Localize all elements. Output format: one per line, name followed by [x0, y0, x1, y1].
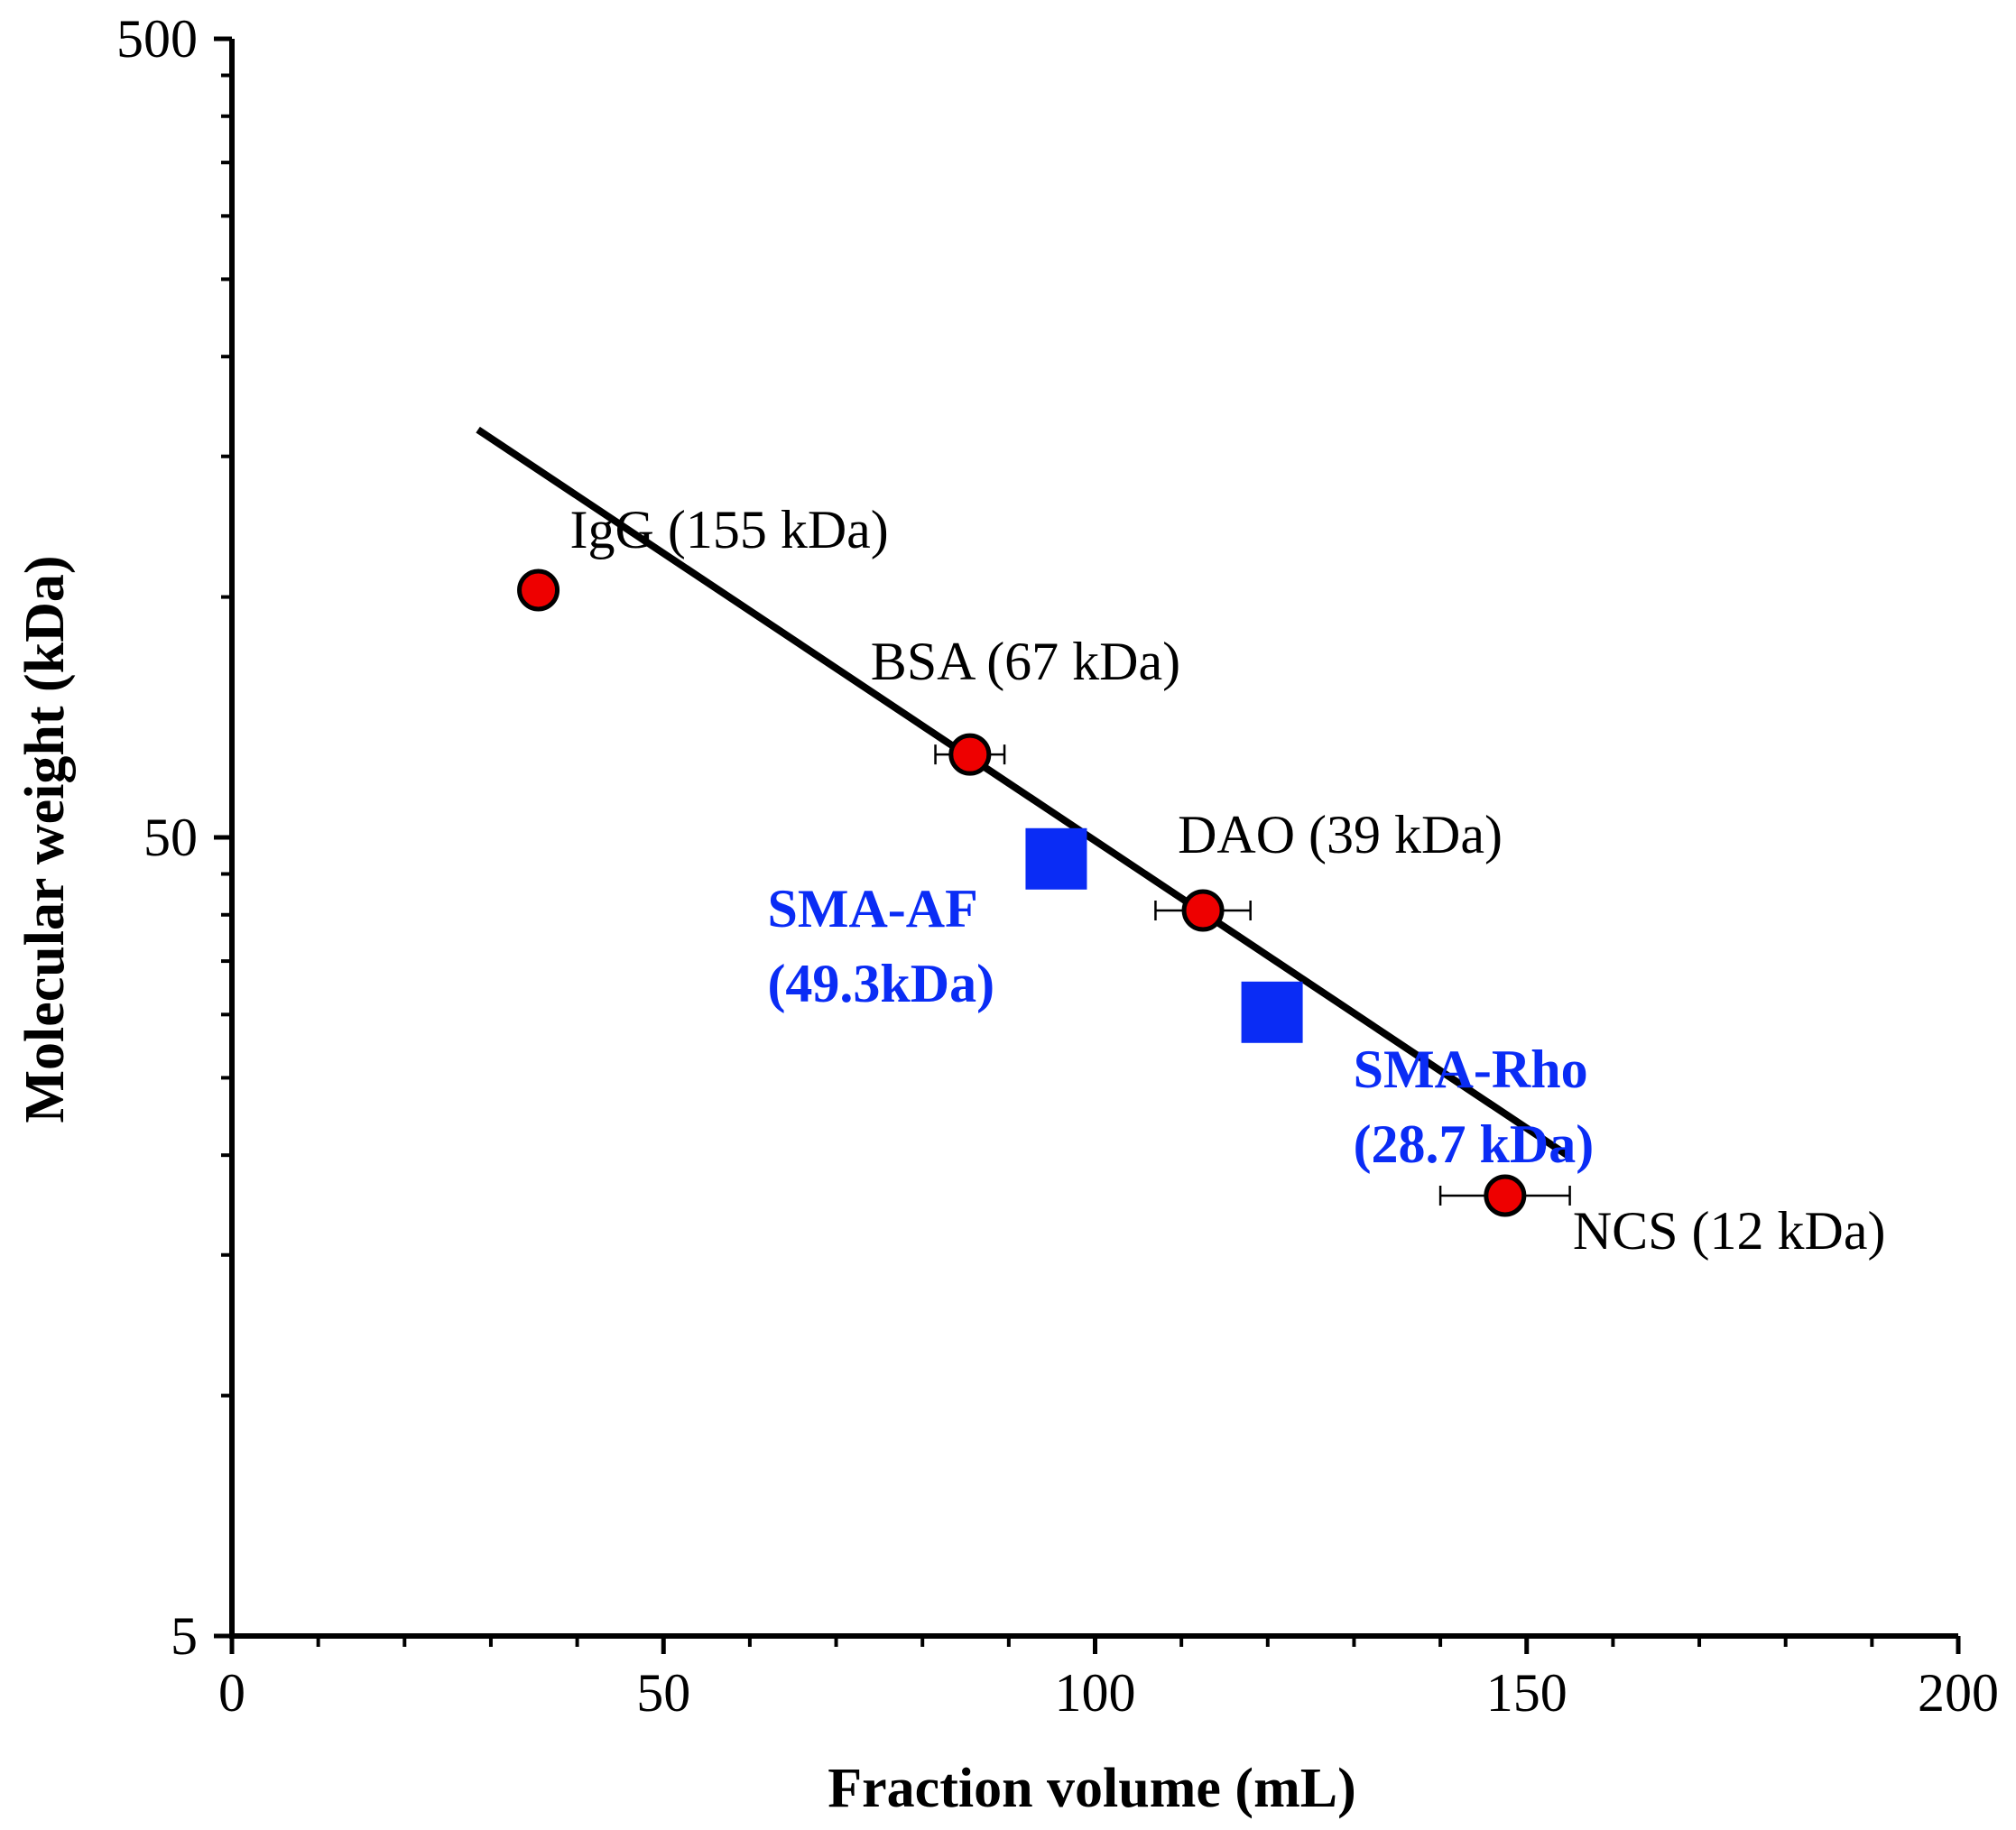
y-tick-label: 5	[171, 1606, 198, 1666]
x-tick-label: 150	[1486, 1663, 1567, 1723]
y-tick-label: 500	[116, 9, 198, 69]
sample-label-name: SMA-Rho	[1354, 1040, 1588, 1099]
standard-point	[1181, 889, 1225, 932]
sample-point	[1241, 981, 1303, 1043]
sample-label-name: SMA-AF	[767, 879, 977, 938]
sample-label-value: (28.7 kDa)	[1354, 1114, 1595, 1174]
x-tick-label: 50	[636, 1663, 690, 1723]
x-tick-label: 100	[1055, 1663, 1136, 1723]
x-tick-label: 200	[1918, 1663, 1999, 1723]
standard-point	[948, 733, 992, 776]
standard-label: DAO (39 kDa)	[1178, 805, 1503, 864]
fit-line	[476, 426, 1572, 1160]
data-points	[517, 568, 1571, 1217]
standard-label: BSA (67 kDa)	[871, 632, 1180, 691]
axes: 0 50 100 150 200 5 50 500	[116, 9, 1999, 1723]
point-labels: IgG (155 kDa) BSA (67 kDa) DAO (39 kDa) NCS…	[570, 500, 1886, 1261]
standard-point	[517, 568, 560, 612]
y-tick-label: 50	[143, 808, 198, 867]
sample-label-value: (49.3kDa)	[767, 954, 994, 1013]
x-tick-label: 0	[218, 1663, 245, 1723]
standard-label: IgG (155 kDa)	[570, 500, 889, 559]
standard-point	[1484, 1174, 1527, 1217]
standard-label: NCS (12 kDa)	[1573, 1201, 1886, 1261]
fit-line-group	[476, 426, 1572, 1160]
x-axis-title: Fraction volume (mL)	[828, 1758, 1355, 1819]
sample-point	[1025, 827, 1087, 890]
y-axis-title: Molecular weight (kDa)	[14, 555, 76, 1123]
